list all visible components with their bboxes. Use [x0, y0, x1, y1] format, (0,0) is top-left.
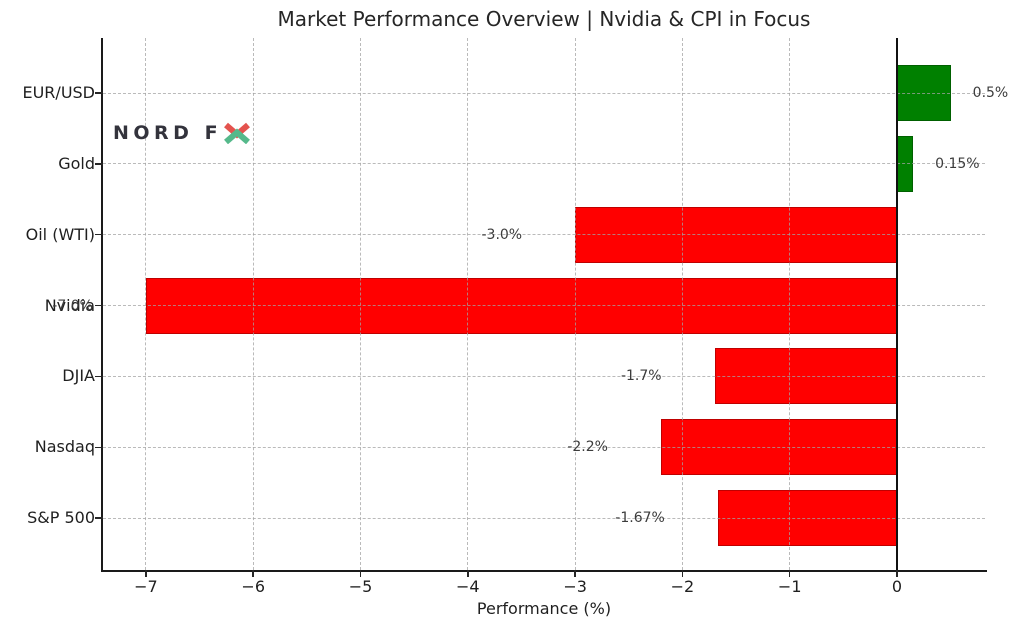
gridline-y	[103, 375, 985, 377]
gridline-y	[103, 163, 985, 165]
gridline-y	[103, 305, 985, 307]
y-tick	[95, 92, 103, 94]
zero-line	[896, 38, 898, 570]
gridline-x	[360, 38, 362, 570]
y-tick-label: Gold	[58, 153, 95, 173]
x-tick-label: −6	[241, 577, 266, 596]
x-tick-label: −2	[670, 577, 695, 596]
y-tick	[95, 163, 103, 165]
gridline-y	[103, 92, 985, 94]
x-axis-spine	[101, 570, 987, 572]
gridline-y	[103, 234, 985, 236]
bar-value-label: 0.5%	[972, 85, 1009, 101]
nordfx-logo: NORD F	[113, 122, 251, 144]
nordfx-logo-text: NORD F	[113, 122, 223, 144]
gridline-x	[252, 38, 254, 570]
gridline-x	[789, 38, 791, 570]
y-tick-label: Nasdaq	[34, 437, 95, 457]
x-tick-label: −1	[777, 577, 802, 596]
chart-title: Market Performance Overview | Nvidia & C…	[277, 7, 811, 31]
bar-value-label: -1.67%	[615, 510, 665, 527]
gridline-y	[103, 446, 985, 448]
y-tick-label: S&P 500	[27, 508, 95, 528]
gridline-x	[145, 38, 147, 570]
y-tick-label: Nvidia	[44, 295, 95, 315]
bar-value-label: -3.0%	[481, 226, 523, 243]
y-tick-label: Oil (WTI)	[25, 224, 95, 244]
x-tick-label: −5	[348, 577, 373, 596]
y-tick	[95, 375, 103, 378]
x-tick-label: −7	[134, 577, 158, 596]
x-tick	[896, 570, 898, 577]
y-tick-label: DJIA	[62, 366, 95, 386]
gridline-x	[681, 38, 683, 570]
bar-value-label: -1.7%	[620, 368, 662, 385]
x-tick	[788, 570, 791, 577]
x-tick-label: −3	[563, 577, 587, 596]
x-tick-label: 0	[891, 577, 903, 596]
gridline-x	[574, 38, 576, 570]
y-tick	[95, 233, 103, 236]
y-tick	[95, 517, 103, 519]
x-tick	[681, 570, 684, 577]
x-tick-label: −4	[456, 577, 480, 596]
y-tick	[95, 304, 103, 307]
y-tick-label: EUR/USD	[22, 83, 95, 102]
bar-value-label: 0.15%	[935, 155, 980, 172]
gridline-x	[467, 38, 469, 570]
x-axis-label: Performance (%)	[476, 599, 612, 618]
x-tick	[252, 570, 254, 577]
x-tick	[574, 570, 576, 577]
nordfx-x-icon	[224, 122, 251, 144]
bar-value-label: -2.2%	[567, 439, 608, 456]
bar-value-label: -7.0%	[52, 297, 93, 314]
plot-area: NORD F	[103, 38, 985, 570]
x-tick	[145, 570, 147, 577]
x-tick	[359, 570, 362, 577]
y-tick	[95, 446, 103, 449]
gridline-y	[103, 517, 985, 519]
x-tick	[467, 570, 469, 577]
